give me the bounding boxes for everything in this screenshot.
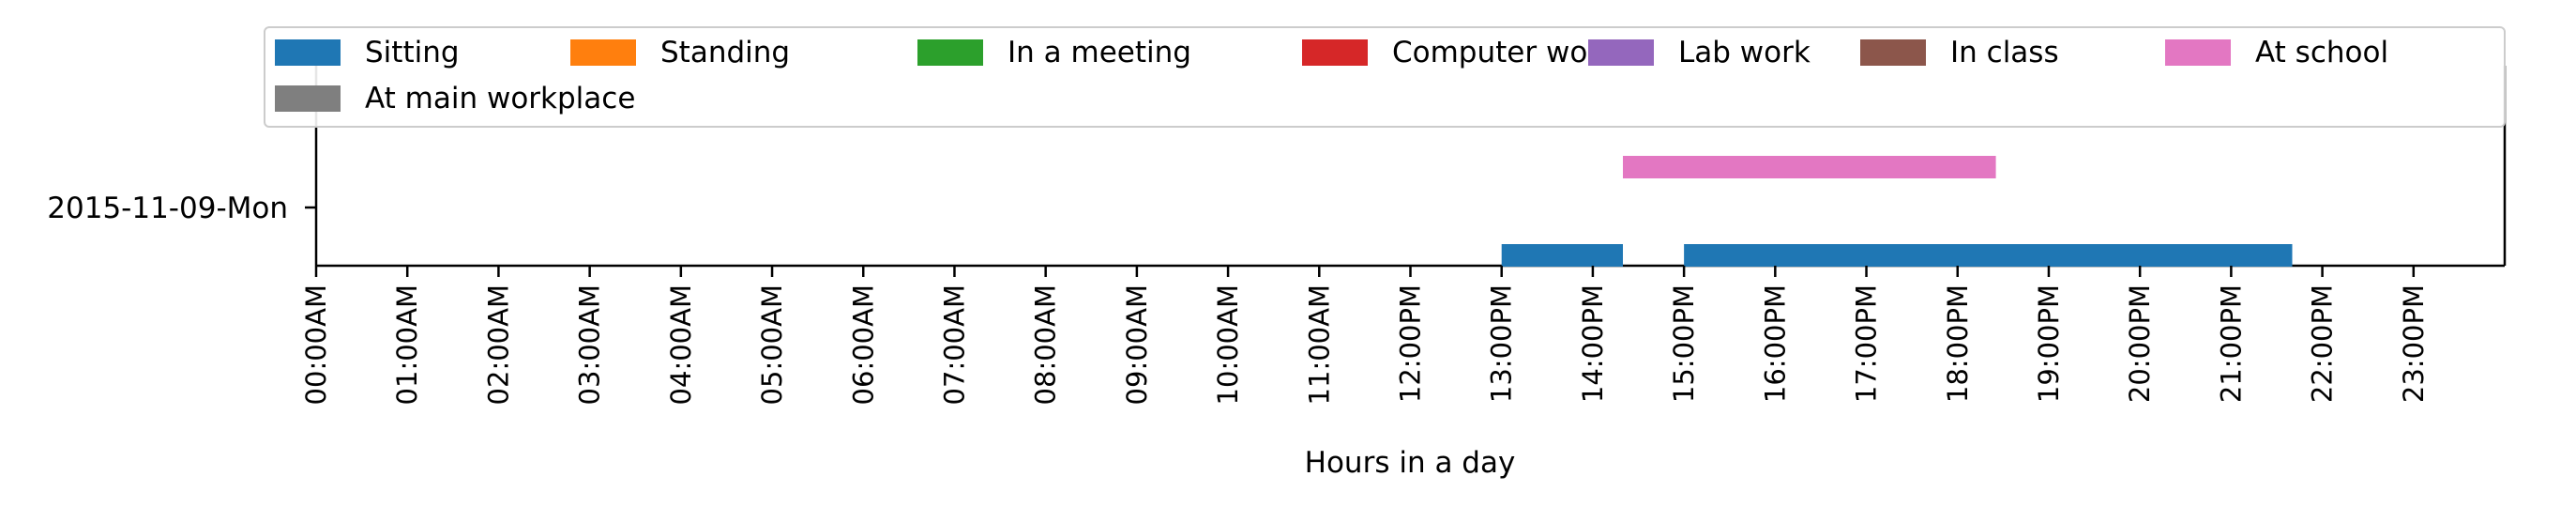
x-tick-label: 02:00AM	[482, 284, 514, 405]
bar-sitting	[1501, 244, 1623, 267]
x-tick-label: 14:00PM	[1577, 284, 1609, 403]
x-tick-label: 15:00PM	[1668, 284, 1700, 403]
legend-label: In class	[1950, 36, 2059, 69]
legend-item-lab-work: Lab work	[1588, 34, 1811, 71]
legend-item-in-a-meeting: In a meeting	[917, 34, 1191, 71]
x-tick-label: 22:00PM	[2307, 284, 2339, 403]
legend-swatch	[570, 39, 636, 66]
bar-at-school	[1622, 156, 1996, 178]
legend-swatch	[1302, 39, 1368, 66]
legend-swatch	[275, 39, 341, 66]
x-tick-label: 10:00AM	[1212, 284, 1244, 405]
legend-item-standing: Standing	[570, 34, 790, 71]
x-tick-label: 03:00AM	[574, 284, 606, 405]
legend-item-at-school: At school	[2165, 34, 2388, 71]
legend-swatch	[275, 85, 341, 112]
x-tick-label: 00:00AM	[300, 284, 332, 405]
legend-swatch	[1588, 39, 1654, 66]
legend-item-computer-work: Computer work	[1302, 34, 1616, 71]
legend-label: Computer work	[1392, 36, 1616, 69]
x-tick-label: 12:00PM	[1395, 284, 1427, 403]
legend-swatch	[2165, 39, 2231, 66]
x-tick-label: 01:00AM	[391, 284, 423, 405]
x-tick-label: 05:00AM	[756, 284, 788, 405]
x-tick-label: 04:00AM	[665, 284, 697, 405]
legend-label: Sitting	[365, 36, 460, 69]
x-tick-label: 20:00PM	[2124, 284, 2156, 403]
legend-item-at-main-workplace: At main workplace	[275, 80, 635, 117]
legend-label: Standing	[660, 36, 791, 69]
x-axis-ticks: 00:00AM 01:00AM 02:00AM 03:00AM 04:00AM 05:00…	[300, 266, 2430, 405]
legend-item-sitting: Sitting	[275, 34, 460, 71]
x-tick-label: 13:00PM	[1486, 284, 1518, 403]
legend-label: At main workplace	[365, 82, 636, 115]
activity-bars	[1501, 156, 2293, 267]
legend-swatch	[917, 39, 983, 66]
x-tick-label: 23:00PM	[2398, 284, 2430, 403]
x-tick-label: 08:00AM	[1030, 284, 1062, 405]
x-tick-label: 18:00PM	[1942, 284, 1974, 403]
y-tick-label: 2015-11-09-Mon	[47, 192, 288, 225]
legend-item-in-class: In class	[1860, 34, 2059, 71]
x-axis-label: Hours in a day	[1305, 446, 1516, 480]
legend-label: In a meeting	[1008, 36, 1191, 69]
legend-swatch	[1860, 39, 1926, 66]
x-tick-label: 17:00PM	[1851, 284, 1883, 403]
chart-legend: Sitting Standing In a meeting Computer work…	[264, 26, 2506, 128]
x-tick-label: 06:00AM	[847, 284, 879, 405]
x-tick-label: 11:00AM	[1303, 284, 1335, 405]
legend-label: At school	[2255, 36, 2389, 69]
x-tick-label: 09:00AM	[1121, 284, 1153, 405]
x-tick-label: 16:00PM	[1759, 284, 1791, 403]
x-tick-label: 21:00PM	[2215, 284, 2247, 403]
x-tick-label: 07:00AM	[938, 284, 970, 405]
bar-sitting	[1684, 244, 2293, 267]
legend-label: Lab work	[1678, 36, 1811, 69]
y-axis-ticks: 2015-11-09-Mon	[47, 192, 316, 225]
x-tick-label: 19:00PM	[2033, 284, 2065, 403]
